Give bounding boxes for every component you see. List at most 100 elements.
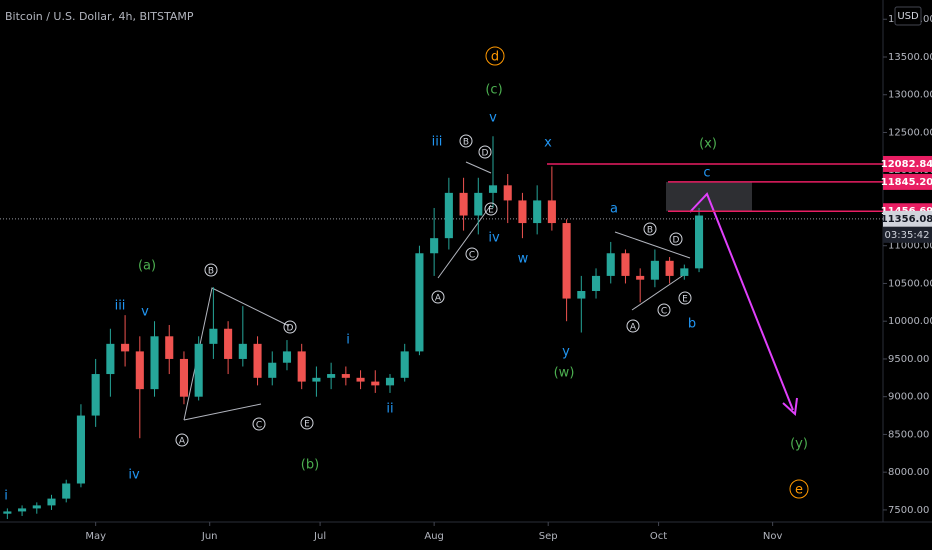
wave-label: E [304,420,310,430]
candle-body [488,185,498,193]
triangle-line [437,204,492,279]
wave-label: i [346,333,350,348]
label-circle [678,291,692,305]
candle-body [106,343,115,375]
triangle-line [465,161,492,174]
candle-body [533,200,542,224]
label-circle [478,145,492,159]
x-tick-label: Nov [763,531,783,542]
candle-body [503,185,512,201]
candle-body [209,328,218,344]
wave-label: v [489,111,497,126]
wave-label: D [482,149,489,159]
candle-body [621,253,630,276]
wave-label: C [469,251,475,261]
candle-body [694,215,704,269]
price-tag [883,155,932,172]
candle-body [18,508,27,512]
candle-body [3,511,12,514]
candle-body [356,377,365,382]
wave-label: w [518,252,529,267]
wave-label: (x) [699,137,717,152]
wave-label: (c) [485,83,502,98]
wave-label: C [661,307,667,317]
x-tick-label: May [85,531,106,542]
currency-button[interactable] [894,6,922,26]
candle-body [547,200,556,224]
y-tick-label: 12500.00 [888,127,932,138]
wave-label: a [610,202,618,217]
wave-label: x [544,136,552,151]
x-tick-label: Jul [313,531,326,542]
candle-body [76,415,85,484]
wave-label: D [673,236,680,246]
label-circle [669,232,683,246]
candle-body [430,238,439,254]
label-circle [657,303,671,317]
candle-body [268,362,277,378]
candle-body [444,192,453,239]
candle-body [606,253,615,276]
candle-body [224,328,233,359]
wave-label: D [287,324,294,334]
y-tick-label: 8000.00 [888,467,929,478]
candle-body [665,260,674,276]
candle-body [47,498,56,506]
candle-body [341,374,350,378]
wave-label: (y) [790,437,808,452]
label-circle [789,479,809,499]
wave-label: E [488,206,494,216]
wave-label: v [141,305,149,320]
label-circle [484,202,498,216]
currency[interactable]: USD [897,11,919,22]
label-circle [252,417,266,431]
triangle-line [183,287,290,421]
wave-label: y [562,345,570,360]
label-circle [626,319,640,333]
x-tick-label: Aug [424,531,444,542]
candle-body [253,343,262,378]
y-tick-label: 13000.00 [888,90,932,101]
x-tick-label: Sep [539,531,558,542]
wave-label: (a) [138,259,156,274]
label-circle [204,263,218,277]
candle-body [577,291,586,299]
candle-body [238,343,247,359]
candle-body [562,223,571,299]
candle-body [179,358,189,397]
candle-body [62,483,71,499]
y-tick-label: 11000.00 [888,241,932,252]
wave-label: (b) [301,458,319,473]
triangle-line [183,403,262,421]
label-circle [643,222,657,236]
wave-label: d [491,50,499,65]
label-circle [175,433,189,447]
candle-body [194,343,203,397]
triangle-line [631,271,689,311]
wave-label: B [463,138,469,148]
wave-label: (w) [554,366,575,381]
y-tick-label: 10000.00 [888,316,932,327]
label-circle [485,46,505,66]
candles [0,136,883,519]
candle-body [415,253,424,352]
price-tag-label: 12082.84 [881,159,932,170]
candle-body [91,374,100,416]
wave-label: iii [432,135,443,150]
drawings [183,161,691,421]
candle-body [135,351,144,390]
y-tick-label: 10500.00 [888,278,932,289]
wave-label: A [435,294,442,304]
y-tick-label: 9500.00 [888,354,929,365]
y-tick-label: 8500.00 [888,429,929,440]
wave-label: C [256,421,262,431]
wave-label: A [630,323,637,333]
candle-body [385,377,395,386]
countdown: 03:35:42 [885,230,930,241]
wave-label: iv [488,231,500,246]
candle-body [591,275,601,292]
x-tick-label: Oct [650,531,667,542]
countdown-tag [883,226,932,243]
